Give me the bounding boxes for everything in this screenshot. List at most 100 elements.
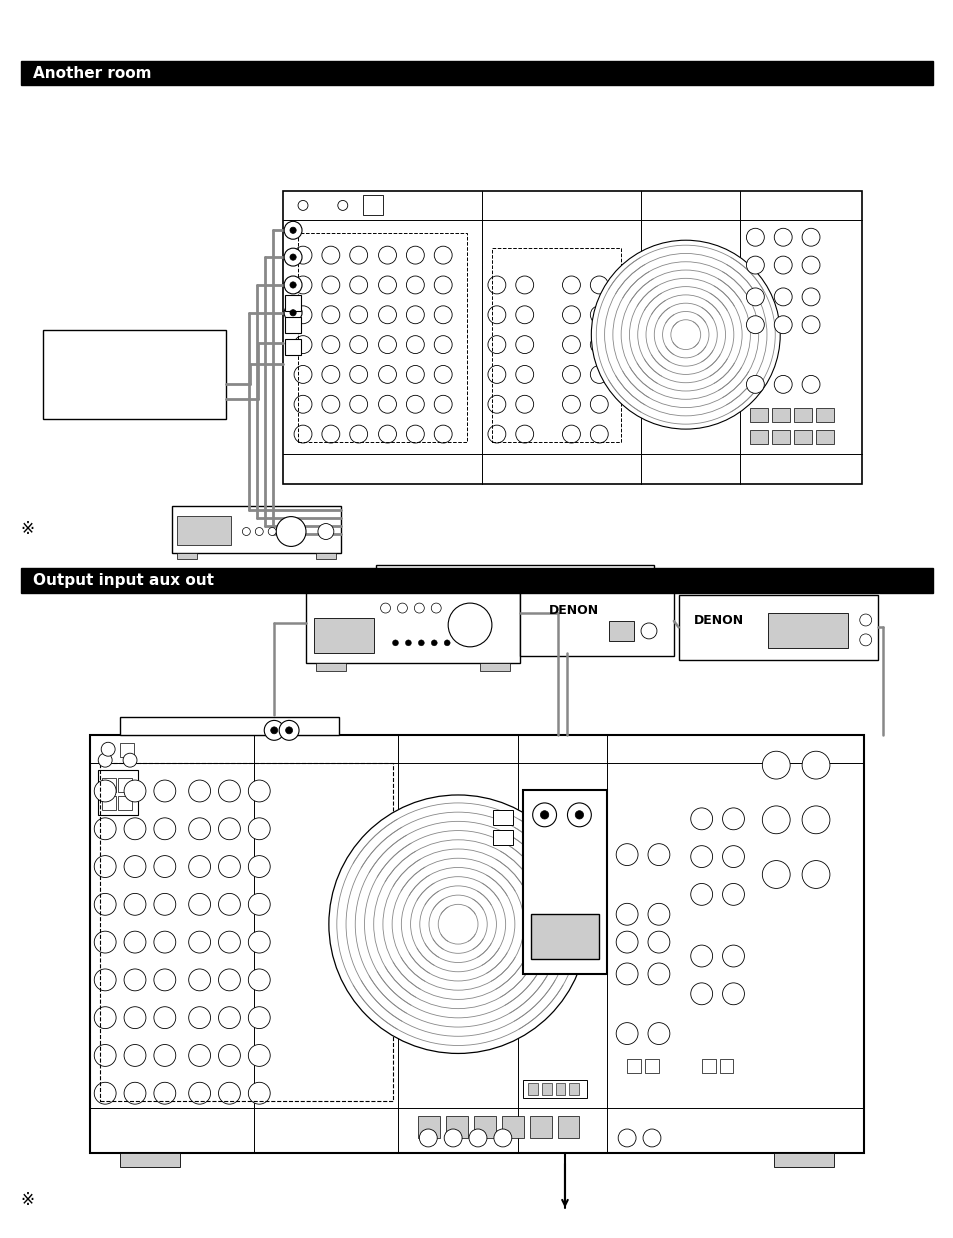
Circle shape [153,969,175,990]
Circle shape [284,248,302,266]
Circle shape [562,425,579,443]
Circle shape [419,1129,436,1146]
Bar [493,829,513,844]
Circle shape [294,365,312,384]
Circle shape [406,425,424,443]
Bar [118,796,132,810]
Circle shape [801,375,820,394]
Circle shape [153,1045,175,1066]
Circle shape [94,780,116,802]
Circle shape [321,335,339,354]
Circle shape [290,227,295,234]
Circle shape [378,306,396,323]
Circle shape [616,904,638,925]
Circle shape [801,228,820,246]
Bar [283,191,861,484]
Circle shape [562,306,579,323]
Text: ※: ※ [21,1191,34,1208]
Bar [772,409,789,422]
Circle shape [801,751,829,779]
Circle shape [378,335,396,354]
Circle shape [516,276,533,293]
Circle shape [487,306,505,323]
Circle shape [647,843,669,865]
Circle shape [321,276,339,293]
Bar [102,777,116,792]
Bar [297,233,467,442]
Bar [306,583,519,662]
Circle shape [406,395,424,413]
Circle shape [189,855,211,878]
Circle shape [153,894,175,915]
Circle shape [290,310,295,316]
Circle shape [101,743,115,756]
Circle shape [153,931,175,953]
Circle shape [590,335,608,354]
Bar [21,568,932,593]
Circle shape [859,634,871,646]
Bar [172,505,340,553]
Circle shape [350,335,367,354]
Circle shape [434,246,452,264]
Bar [772,430,789,444]
Bar [120,718,338,735]
Circle shape [562,276,579,293]
Circle shape [271,727,277,734]
Circle shape [640,623,657,639]
Circle shape [268,527,275,536]
Circle shape [406,276,424,293]
Circle shape [562,335,579,354]
Circle shape [189,969,211,990]
Circle shape [532,803,556,827]
Circle shape [469,1129,486,1146]
Circle shape [774,316,791,334]
Circle shape [124,894,146,915]
Circle shape [690,983,712,1005]
Circle shape [774,256,791,274]
Circle shape [350,306,367,323]
Circle shape [297,201,308,210]
Circle shape [285,727,293,734]
Text: DENON: DENON [693,614,743,628]
Circle shape [516,306,533,323]
Bar [120,743,133,758]
Bar [522,790,607,974]
Circle shape [294,395,312,413]
Circle shape [329,795,587,1054]
Circle shape [590,306,608,323]
Circle shape [801,806,829,833]
Bar [644,1060,659,1073]
Circle shape [153,855,175,878]
Circle shape [321,306,339,323]
Circle shape [378,395,396,413]
Circle shape [321,365,339,384]
Circle shape [745,316,763,334]
Circle shape [801,256,820,274]
Circle shape [94,855,116,878]
Circle shape [405,640,411,646]
Circle shape [487,395,505,413]
Circle shape [189,894,211,915]
Circle shape [94,894,116,915]
Bar [679,595,877,660]
Bar [176,553,196,560]
Circle shape [690,846,712,868]
Bar [719,1060,733,1073]
Bar [98,770,138,815]
Bar [815,430,833,444]
Bar [91,735,862,1153]
Circle shape [378,425,396,443]
Circle shape [761,860,789,889]
Circle shape [745,375,763,394]
Circle shape [189,818,211,839]
Circle shape [248,1082,270,1104]
Circle shape [690,808,712,829]
Circle shape [248,931,270,953]
Circle shape [218,969,240,990]
Bar [375,566,653,583]
Circle shape [290,254,295,260]
Circle shape [859,614,871,626]
Circle shape [801,316,820,334]
Circle shape [218,1045,240,1066]
Circle shape [378,276,396,293]
